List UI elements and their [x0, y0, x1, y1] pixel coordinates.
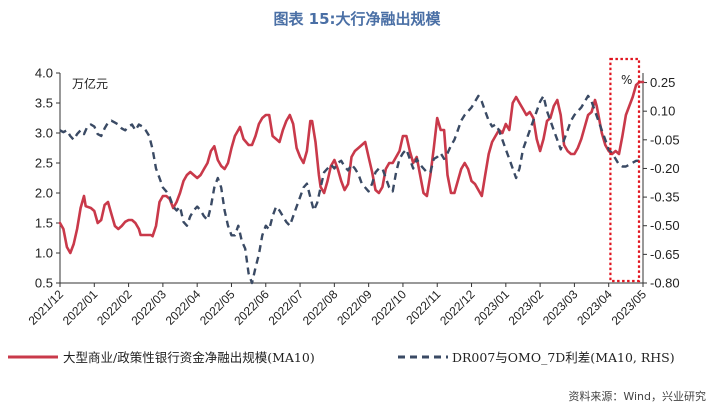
chart-marks: [58, 80, 645, 285]
left-tick-label: 2.0: [35, 186, 53, 201]
x-tick-label: 2023/03: [540, 287, 581, 328]
series-line-net-lending: [58, 80, 645, 255]
left-tick-label: 3.0: [35, 126, 53, 141]
x-tick-label: 2023/04: [574, 287, 615, 328]
source-note: 资料来源：Wind，兴业研究: [568, 389, 706, 403]
legend-label-net-lending: 大型商业/政策性银行资金净融出规模(MA10): [63, 350, 315, 365]
x-tick-label: 2023/02: [506, 287, 547, 328]
x-tick-label: 2022/11: [403, 287, 443, 327]
x-tick-label: 2022/12: [437, 287, 478, 328]
x-tick-label: 2022/06: [231, 287, 272, 328]
x-tick-label: 2022/04: [163, 287, 204, 328]
left-tick-label: 3.5: [35, 96, 53, 111]
left-axis-unit: 万亿元: [72, 76, 108, 91]
x-tick-label: 2022/09: [334, 287, 375, 328]
x-tick-label: 2022/07: [266, 287, 307, 328]
right-tick-label: -0.50: [650, 218, 680, 233]
right-tick-label: -0.80: [650, 276, 680, 291]
right-axis-unit: %: [621, 73, 632, 87]
legend: 大型商业/政策性银行资金净融出规模(MA10) DR007与OMO_7D利差(M…: [8, 350, 675, 365]
x-tick-label: 2022/10: [368, 287, 409, 328]
left-tick-label: 2.5: [35, 156, 53, 171]
series-line-spread: [59, 94, 644, 285]
x-tick-label: 2023/05: [609, 287, 650, 328]
x-tick-label: 2022/08: [300, 287, 341, 328]
x-tick-label: 2023/01: [471, 287, 512, 328]
x-tick-label: 2022/05: [197, 287, 238, 328]
chart-title: 图表 15:大行净融出规模: [273, 10, 441, 28]
x-tick-label: 2022/03: [128, 287, 169, 328]
x-tick-label: 2022/01: [60, 287, 101, 328]
right-tick-label: -0.20: [650, 161, 680, 176]
right-tick-label: -0.35: [650, 190, 680, 205]
left-tick-label: 0.5: [35, 276, 53, 291]
left-tick-label: 1.5: [35, 216, 53, 231]
right-tick-label: -0.05: [650, 132, 680, 147]
left-tick-label: 4.0: [35, 66, 53, 81]
right-tick-label: -0.65: [650, 247, 680, 262]
x-tick-label: 2022/02: [94, 287, 135, 328]
right-tick-label: 0.10: [650, 104, 675, 119]
right-tick-label: 0.25: [650, 75, 675, 90]
x-tick-label: 2021/12: [26, 287, 67, 328]
highlight-box: [609, 57, 641, 283]
legend-label-spread: DR007与OMO_7D利差(MA10, RHS): [452, 350, 675, 365]
left-tick-label: 1.0: [35, 246, 53, 261]
